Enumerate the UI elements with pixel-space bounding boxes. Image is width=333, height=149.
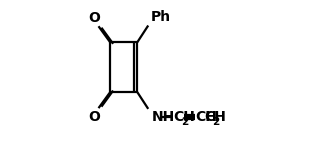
Text: 2: 2 — [212, 117, 219, 127]
Text: 2: 2 — [181, 117, 189, 127]
Text: Ph: Ph — [151, 10, 171, 24]
Text: CH: CH — [204, 110, 226, 124]
Text: O: O — [89, 11, 101, 25]
Text: CH: CH — [195, 110, 217, 124]
Text: O: O — [89, 110, 101, 124]
Text: CH: CH — [173, 110, 195, 124]
Text: NH: NH — [152, 110, 175, 124]
